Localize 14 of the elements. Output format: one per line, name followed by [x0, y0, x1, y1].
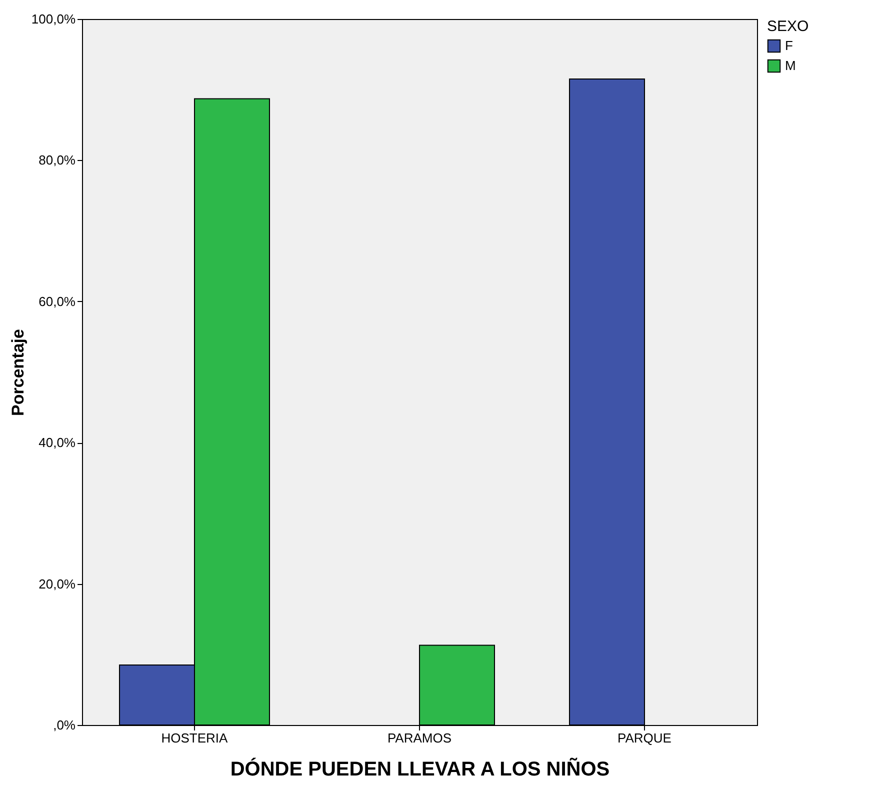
legend-title: SEXO	[767, 18, 809, 35]
y-tick-label: 100,0%	[31, 12, 76, 26]
x-axis-title: DÓNDE PUEDEN LLEVAR A LOS NIÑOS	[230, 758, 610, 780]
y-tick-label: 40,0%	[38, 435, 76, 450]
x-tick-label: PARQUE	[618, 730, 672, 746]
y-tick-label: 80,0%	[38, 152, 76, 168]
x-tick-label: HOSTERIA	[161, 730, 228, 746]
y-axis-title: Porcentaje	[8, 329, 28, 416]
x-tick-label: PARAMOS	[387, 730, 452, 746]
legend-label: F	[785, 38, 793, 53]
y-tick-label: 20,0%	[38, 576, 76, 592]
y-tick-label: 60,0%	[38, 294, 76, 309]
y-tick-label: ,0%	[53, 718, 76, 732]
legend-label: M	[785, 58, 796, 73]
